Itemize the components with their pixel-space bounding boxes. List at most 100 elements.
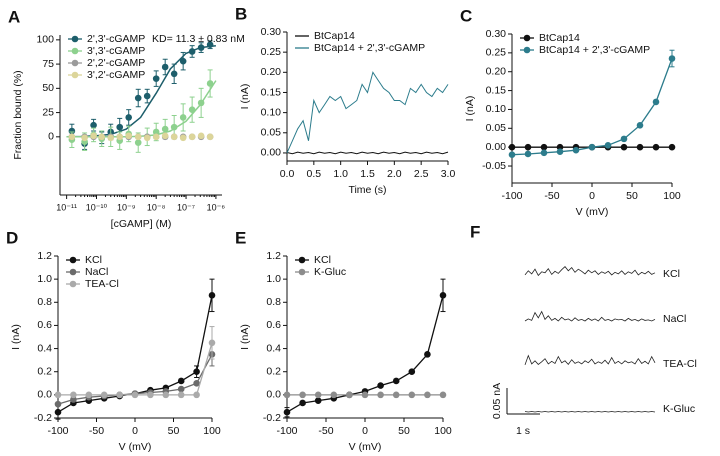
- legend-label: KCl: [85, 254, 102, 266]
- legend-label: 2',2'-cGAMP: [87, 57, 145, 69]
- x-tick-label: 10⁻¹¹: [56, 202, 77, 212]
- x-tick-label: 100: [434, 425, 452, 437]
- x-tick-label: 0.0: [280, 168, 295, 180]
- data-point: [668, 55, 676, 62]
- data-point: [206, 80, 214, 87]
- panel-label: B: [235, 4, 247, 23]
- data-point: [314, 391, 322, 399]
- legend-label: BtCap14: [539, 32, 580, 44]
- data-point: [330, 391, 338, 399]
- data-point: [162, 391, 170, 399]
- data-point: [197, 99, 205, 107]
- scale-label: 1 s: [516, 425, 530, 437]
- data-point: [161, 132, 169, 140]
- x-tick-label: 3.0: [441, 168, 456, 180]
- x-tick-label: 50: [168, 425, 180, 437]
- y-tick-label: 0.30: [261, 26, 282, 38]
- data-point: [524, 143, 532, 151]
- data-point: [116, 133, 124, 141]
- panel-label: C: [460, 6, 472, 25]
- x-tick-label: 10⁻⁹: [117, 202, 136, 212]
- data-point: [668, 143, 676, 151]
- legend-marker: [69, 268, 77, 276]
- data-point: [81, 134, 88, 142]
- data-point: [508, 143, 516, 151]
- y-tick-label: 1.2: [266, 250, 281, 262]
- data-point: [125, 114, 133, 121]
- data-point: [299, 399, 306, 407]
- data-point: [524, 150, 532, 158]
- data-point: [636, 143, 644, 151]
- series-line: [286, 151, 449, 155]
- data-point: [143, 92, 151, 100]
- data-point: [68, 127, 76, 135]
- legend-label: KCl: [314, 254, 331, 266]
- x-tick-label: 100: [203, 425, 221, 437]
- x-tick-label: 0.5: [307, 168, 322, 180]
- data-point: [177, 377, 185, 385]
- y-tick-label: 1.0: [266, 273, 281, 285]
- y-tick-label: 0.10: [261, 106, 282, 118]
- data-point: [361, 391, 369, 399]
- y-tick-label: 0.4: [37, 342, 52, 354]
- data-point: [131, 391, 139, 399]
- data-point: [54, 400, 62, 408]
- y-tick-label: 100: [36, 34, 54, 46]
- data-point: [620, 135, 628, 143]
- data-point: [392, 377, 400, 385]
- data-point: [377, 382, 384, 389]
- data-point: [188, 48, 196, 55]
- y-tick-label: 25: [42, 106, 54, 118]
- trace: [524, 266, 656, 277]
- data-point: [620, 143, 628, 151]
- data-point: [161, 125, 169, 133]
- y-tick-label: 0.15: [261, 86, 282, 98]
- panel-label: E: [235, 228, 246, 247]
- data-point: [508, 151, 516, 159]
- legend-marker: [298, 256, 306, 264]
- legend-marker: [298, 268, 306, 276]
- data-point: [208, 292, 216, 299]
- data-point: [177, 391, 185, 399]
- data-point: [424, 351, 431, 358]
- legend-label: BtCap14 + 2',3'-cGAMP: [314, 42, 425, 54]
- data-point: [408, 391, 416, 399]
- data-point: [346, 391, 353, 399]
- data-point: [193, 379, 200, 387]
- y-tick-label: -0.2: [263, 412, 281, 424]
- x-tick-label: 2.5: [414, 168, 429, 180]
- trace: [524, 310, 656, 322]
- legend-marker: [69, 280, 77, 288]
- data-point: [556, 148, 564, 155]
- y-tick-label: 0.00: [486, 141, 507, 153]
- data-point: [314, 397, 322, 404]
- x-tick-label: 50: [626, 190, 638, 202]
- data-point: [70, 396, 77, 403]
- data-point: [283, 391, 291, 399]
- data-point: [208, 339, 216, 347]
- x-axis-title: V (mV): [576, 206, 609, 218]
- data-point: [377, 391, 384, 399]
- data-point: [652, 98, 660, 106]
- data-point: [100, 391, 108, 399]
- y-tick-label: 0.30: [486, 28, 507, 40]
- x-tick-label: 0: [362, 425, 368, 437]
- y-axis-title: I (nA): [239, 324, 251, 350]
- data-point: [206, 133, 214, 141]
- x-tick-label: -100: [501, 190, 522, 202]
- legend-marker: [71, 59, 79, 67]
- legend-label: BtCap14: [314, 30, 355, 42]
- legend-marker: [71, 47, 79, 55]
- legend-label: BtCap14 + 2',3'-cGAMP: [539, 44, 650, 56]
- scale-label: 0.05 nA: [491, 383, 503, 419]
- x-tick-label: 1.5: [360, 168, 375, 180]
- x-tick-label: -50: [318, 425, 333, 437]
- data-point: [206, 41, 214, 48]
- y-tick-label: 0.20: [486, 66, 507, 78]
- legend-label: 3',3'-cGAMP: [87, 45, 145, 57]
- data-point: [392, 391, 400, 399]
- data-point: [143, 134, 151, 142]
- x-tick-label: 1.0: [333, 168, 348, 180]
- panel-label: D: [6, 228, 18, 247]
- y-tick-label: 0.20: [261, 66, 282, 78]
